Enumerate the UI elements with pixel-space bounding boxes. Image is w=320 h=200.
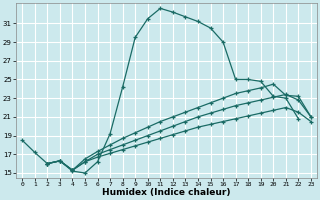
X-axis label: Humidex (Indice chaleur): Humidex (Indice chaleur) <box>102 188 231 197</box>
